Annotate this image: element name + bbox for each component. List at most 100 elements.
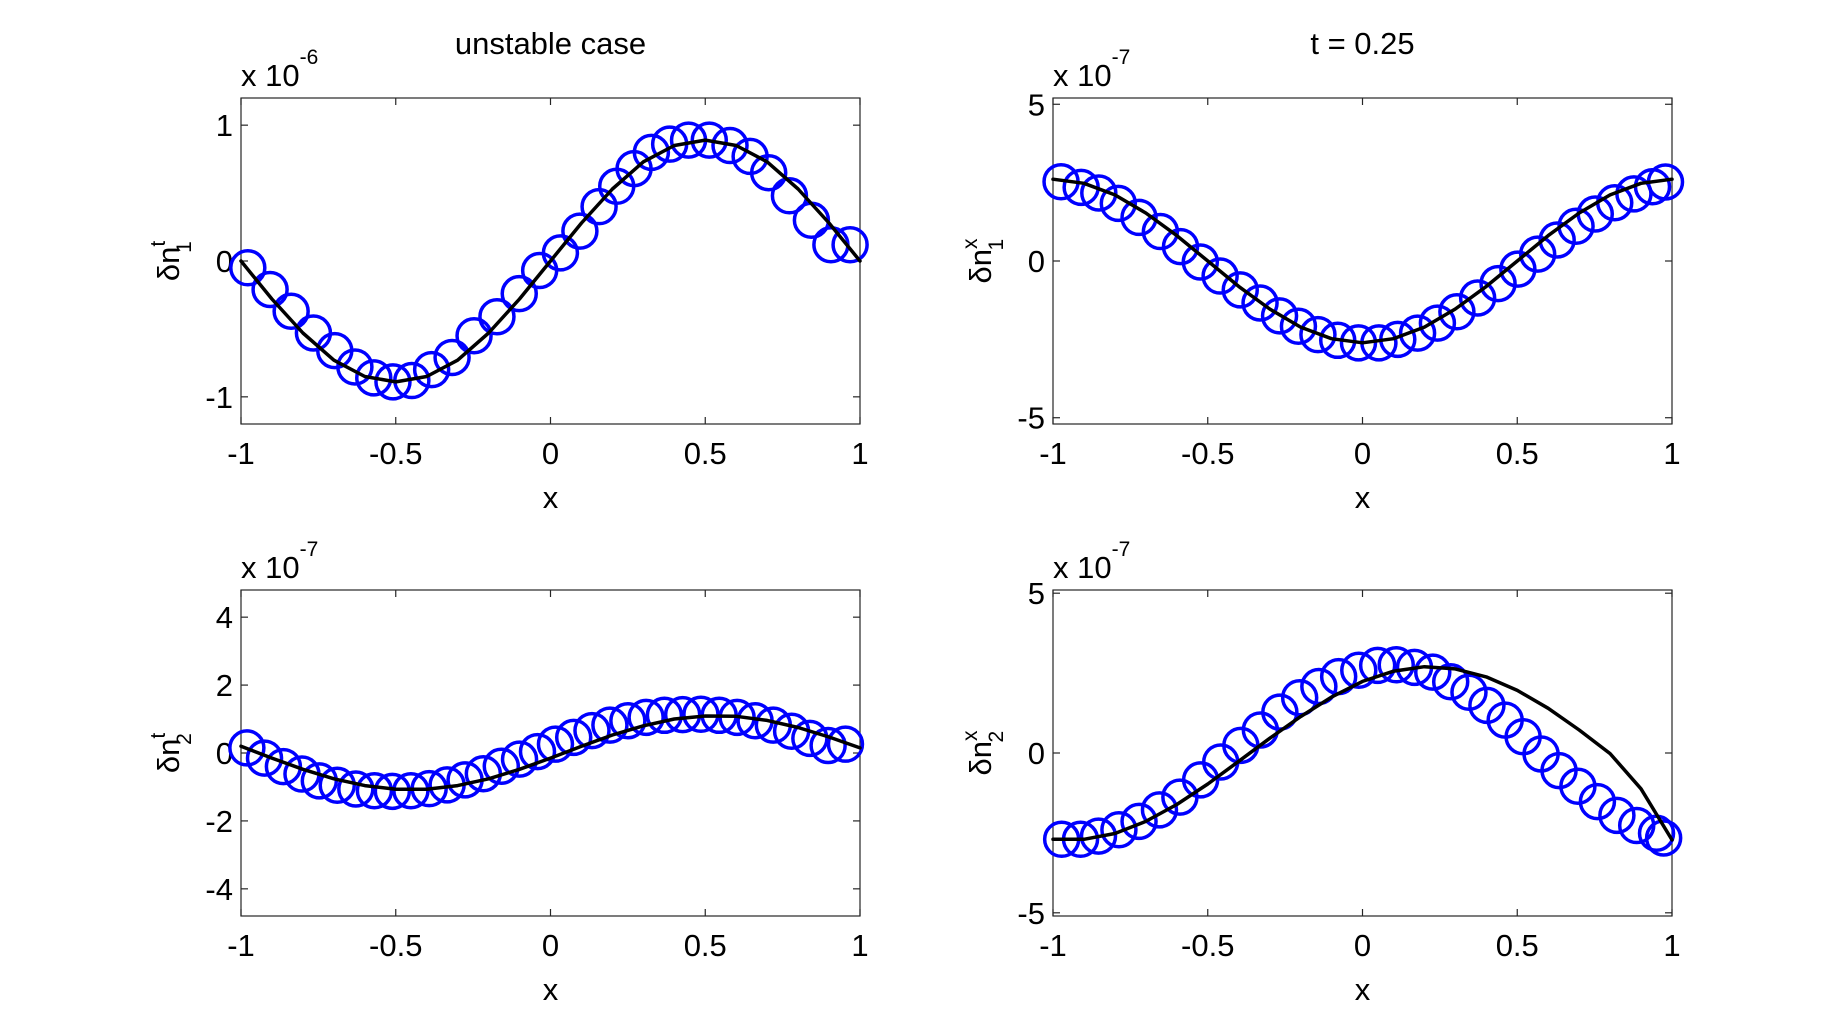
data-point-marker — [1241, 284, 1279, 322]
data-point-marker — [336, 348, 374, 386]
x-tick-label: -0.5 — [369, 928, 422, 963]
data-point-marker — [251, 270, 289, 309]
data-point-marker — [591, 706, 629, 744]
data-point-marker — [412, 350, 451, 389]
y-axis-label: δnt 2 — [147, 733, 196, 774]
data-point-marker — [374, 363, 412, 401]
chart-title: unstable case — [455, 26, 646, 61]
y-axis-label-sup: x — [959, 730, 982, 741]
series-line — [1051, 177, 1674, 345]
y-exponent-base: x 10 — [1053, 550, 1112, 585]
series-markers — [1042, 646, 1683, 859]
y-tick-label: -5 — [1017, 896, 1045, 931]
y-axis-label-sup: t — [147, 241, 170, 247]
data-point-marker — [573, 711, 611, 750]
series-markers — [229, 121, 869, 401]
data-point-marker — [1414, 653, 1452, 691]
data-point-marker — [337, 770, 375, 808]
series-line — [239, 138, 862, 384]
data-point-marker — [1458, 279, 1497, 317]
x-tick-label: -1 — [1039, 436, 1067, 471]
data-point-marker — [1418, 304, 1457, 342]
x-tick-label: 0.5 — [684, 928, 727, 963]
data-point-marker — [831, 225, 869, 264]
x-tick-label: -1 — [1039, 928, 1067, 963]
y-tick-label: 5 — [1028, 576, 1045, 611]
data-point-marker — [1578, 782, 1617, 821]
x-tick-label: 0.5 — [1496, 928, 1539, 963]
data-point-marker — [500, 274, 538, 313]
x-axis-label: x — [543, 480, 559, 515]
chart-title: t = 0.25 — [1310, 26, 1414, 61]
data-point-marker — [1140, 791, 1179, 829]
data-point-marker — [561, 212, 599, 250]
x-tick-label: 1 — [851, 436, 868, 471]
y-tick-label: 4 — [216, 600, 233, 635]
y-axis-label-sup: t — [147, 733, 170, 739]
y-axis-label-base: δn — [151, 247, 186, 282]
data-point-marker — [1099, 184, 1138, 223]
data-point-marker — [1201, 257, 1239, 295]
y-exponent-base: x 10 — [241, 58, 300, 93]
data-point-marker — [228, 729, 266, 767]
data-point-marker — [1279, 307, 1318, 345]
y-tick-label: 5 — [1028, 87, 1045, 122]
y-tick-label: 0 — [1028, 736, 1045, 771]
x-tick-label: -0.5 — [369, 436, 422, 471]
data-point-marker — [690, 121, 729, 159]
data-point-marker — [791, 719, 829, 758]
y-axis-label-base: δn — [151, 739, 186, 774]
y-exponent-label: x 10-7 — [1053, 46, 1130, 93]
data-point-marker — [1518, 235, 1557, 273]
series-line — [239, 714, 862, 792]
data-point-marker — [1221, 271, 1259, 309]
y-exponent-power: -7 — [300, 538, 319, 561]
data-point-marker — [229, 249, 267, 287]
y-exponent-base: x 10 — [241, 550, 300, 585]
series-line — [1051, 664, 1674, 842]
y-exponent-label: x 10-6 — [241, 46, 318, 93]
y-tick-label: 0 — [1028, 244, 1045, 279]
x-tick-label: 1 — [1663, 928, 1680, 963]
data-point-marker — [536, 725, 575, 763]
data-point-marker — [1120, 198, 1158, 237]
data-point-marker — [1260, 297, 1299, 335]
x-tick-label: 0 — [1354, 436, 1371, 471]
y-axis-label: δnx 1 — [959, 238, 1008, 284]
y-axis-label-sub: 1 — [173, 241, 196, 253]
data-point-marker — [1299, 315, 1337, 354]
data-point-marker — [1100, 810, 1138, 849]
data-point-marker — [1438, 293, 1476, 331]
data-point-marker — [1398, 314, 1437, 352]
data-point-marker — [627, 698, 665, 737]
data-point-marker — [1080, 174, 1118, 212]
x-axis-label: x — [543, 972, 559, 1007]
y-exponent-power: -7 — [1112, 538, 1131, 561]
x-tick-label: 0 — [542, 436, 559, 471]
y-exponent-base: x 10 — [1053, 58, 1112, 93]
data-point-marker — [663, 695, 702, 734]
y-axis-label-sub: 2 — [985, 731, 1008, 743]
y-exponent-power: -6 — [300, 46, 319, 69]
data-point-marker — [478, 297, 516, 336]
data-point-marker — [1120, 802, 1158, 841]
x-tick-label: 0.5 — [1496, 436, 1539, 471]
data-point-marker — [711, 126, 749, 165]
x-tick-label: 0 — [542, 928, 559, 963]
x-tick-label: 0 — [1354, 928, 1371, 963]
data-point-marker — [1377, 646, 1415, 684]
data-point-marker — [632, 133, 671, 172]
data-point-marker — [1644, 819, 1683, 857]
x-tick-label: 1 — [1663, 436, 1680, 471]
y-axis-label-base: δn — [963, 741, 998, 776]
data-point-marker — [355, 359, 393, 397]
x-tick-label: 0.5 — [684, 436, 727, 471]
y-tick-label: -4 — [205, 872, 233, 907]
data-point-marker — [482, 747, 521, 785]
